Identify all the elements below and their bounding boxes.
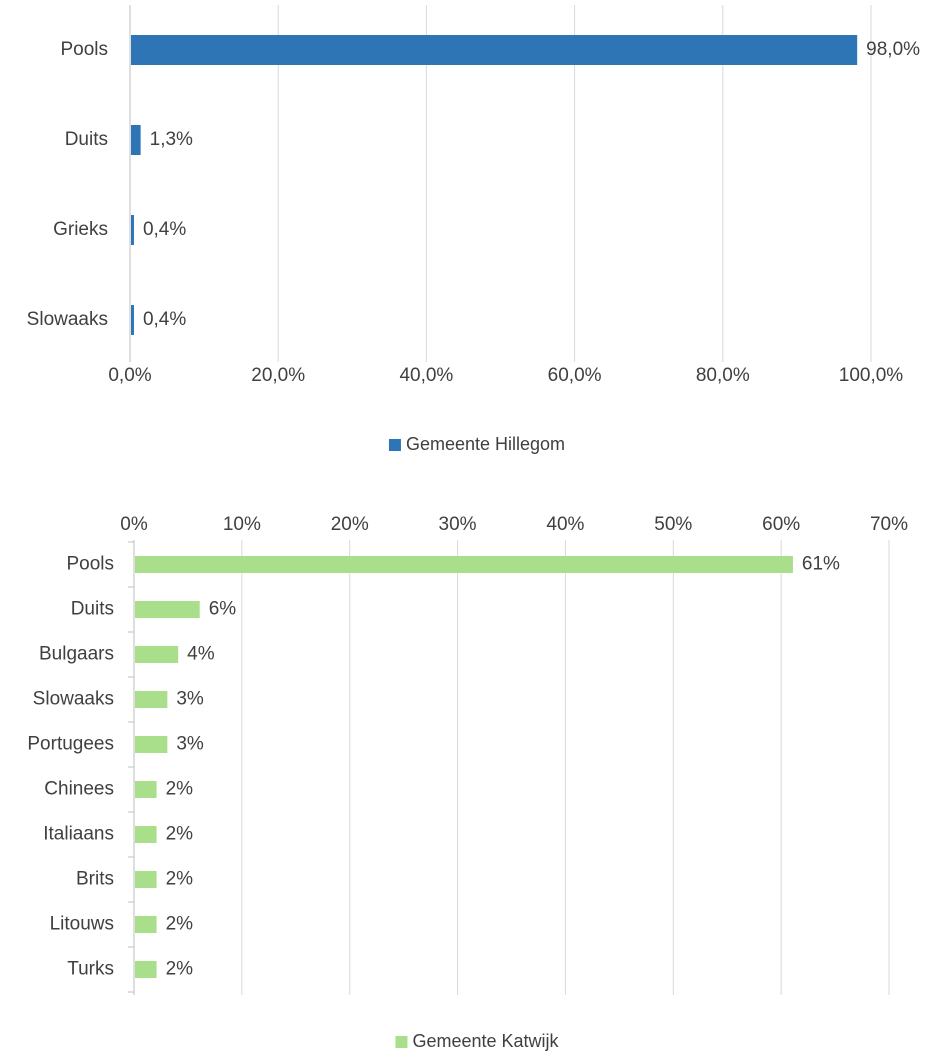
category-label: Brits	[76, 869, 114, 890]
category-label: Italiaans	[43, 824, 114, 845]
category-label: Slowaaks	[33, 689, 114, 710]
legend-label: Gemeente Katwijk	[412, 1031, 559, 1051]
category-label: Bulgaars	[39, 644, 114, 665]
category-label: Turks	[67, 959, 114, 980]
bar-slowaaks	[131, 305, 134, 335]
x-tick-label: 60%	[762, 514, 800, 535]
category-label: Duits	[65, 129, 108, 150]
bar-brits	[135, 871, 157, 888]
data-label: 2%	[166, 914, 194, 935]
x-tick-label: 40,0%	[399, 365, 453, 386]
x-tick-label: 10%	[223, 514, 261, 535]
bar-duits	[131, 125, 141, 155]
x-tick-label: 0,0%	[108, 365, 151, 386]
data-label: 2%	[166, 869, 194, 890]
x-tick-label: 100,0%	[839, 365, 904, 386]
data-label: 0,4%	[143, 219, 186, 240]
data-label: 1,3%	[150, 129, 193, 150]
data-label: 0,4%	[143, 309, 186, 330]
bar-slowaaks	[135, 691, 168, 708]
bar-pools	[135, 556, 793, 573]
category-label: Duits	[71, 599, 114, 620]
bar-portugees	[135, 736, 168, 753]
data-label: 3%	[176, 734, 204, 755]
category-label: Pools	[66, 554, 114, 575]
category-label: Pools	[60, 39, 108, 60]
data-label: 4%	[187, 644, 215, 665]
x-tick-label: 40%	[546, 514, 584, 535]
x-tick-label: 20,0%	[251, 365, 305, 386]
bar-chinees	[135, 781, 157, 798]
bar-litouws	[135, 916, 157, 933]
x-tick-label: 80,0%	[696, 365, 750, 386]
bar-italiaans	[135, 826, 157, 843]
bar-duits	[135, 601, 200, 618]
category-label: Chinees	[44, 779, 114, 800]
bar-pools	[131, 35, 858, 65]
data-label: 2%	[166, 824, 194, 845]
legend-swatch	[395, 1036, 408, 1048]
bar-turks	[135, 961, 157, 978]
x-tick-label: 20%	[331, 514, 369, 535]
category-label: Slowaaks	[27, 309, 108, 330]
data-label: 6%	[209, 599, 237, 620]
x-tick-label: 70%	[870, 514, 908, 535]
data-label: 2%	[166, 779, 194, 800]
data-label: 3%	[176, 689, 204, 710]
data-label: 98,0%	[866, 39, 920, 60]
data-label: 2%	[166, 959, 194, 980]
data-label: 61%	[802, 554, 840, 575]
x-tick-label: 30%	[439, 514, 477, 535]
x-tick-label: 60,0%	[548, 365, 602, 386]
category-label: Litouws	[50, 914, 114, 935]
legend-swatch	[388, 439, 401, 451]
category-label: Grieks	[53, 219, 108, 240]
x-tick-label: 50%	[654, 514, 692, 535]
x-tick-label: 0%	[120, 514, 148, 535]
legend-label: Gemeente Hillegom	[406, 434, 565, 454]
bar-grieks	[131, 215, 134, 245]
category-label: Portugees	[27, 734, 114, 755]
bar-bulgaars	[135, 646, 179, 663]
